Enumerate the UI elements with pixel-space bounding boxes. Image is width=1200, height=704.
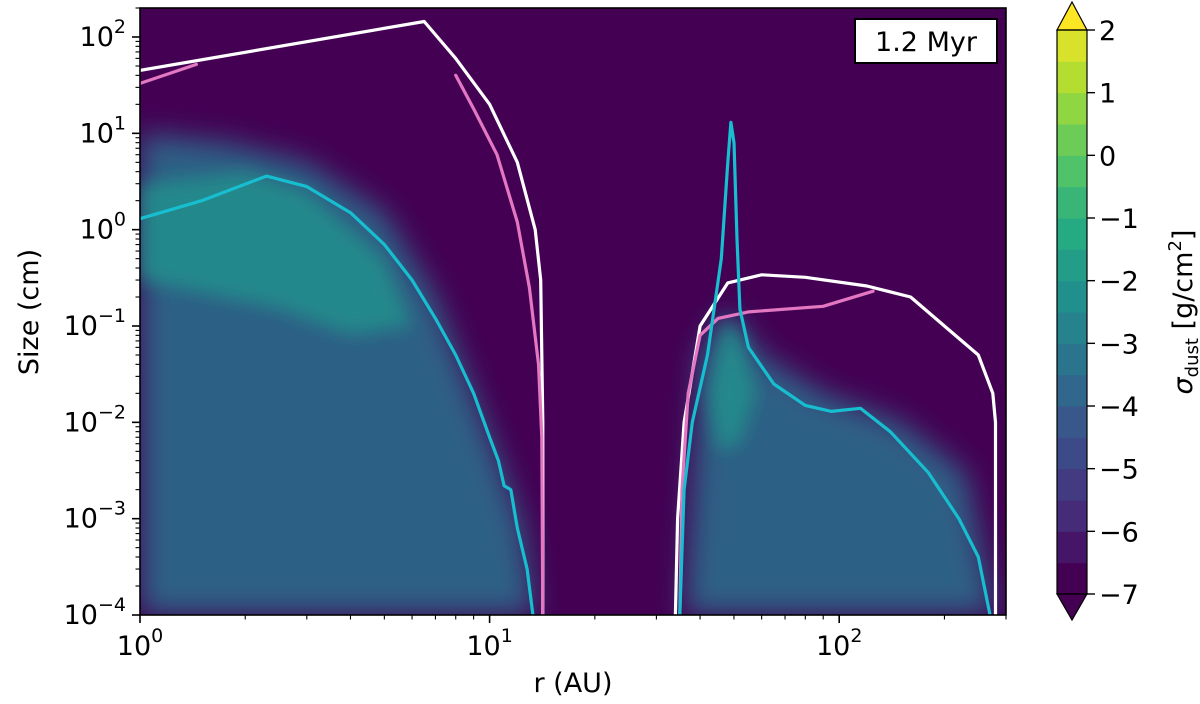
colorbar-segment xyxy=(1057,61,1087,94)
colorbar-label-symbol: σ xyxy=(1168,376,1199,394)
colorbar-tick-label: −7 xyxy=(1099,580,1139,611)
colorbar-extend-max xyxy=(1055,0,1089,31)
time-annotation: 1.2 Myr xyxy=(854,18,998,64)
plot-area xyxy=(139,7,1007,616)
y-axis-label: Size (cm) xyxy=(14,249,45,375)
y-tick-label: 10−3 xyxy=(64,498,126,535)
curve-2 xyxy=(140,62,198,85)
colorbar-tick-label: 1 xyxy=(1099,79,1116,110)
colorbar-segment xyxy=(1057,30,1087,62)
colorbar-tick-label: −6 xyxy=(1099,517,1139,548)
colorbar-label-subscript: dust xyxy=(1182,338,1200,377)
y-tick-label: 10−1 xyxy=(64,305,126,342)
colorbar-ticks: −7 −6 −5 −4 −3 −2 −1 0 1 2 xyxy=(1087,16,1139,611)
colorbar-label-unit: [g/cm xyxy=(1168,252,1199,339)
x-axis-ticks: 100 101 102 xyxy=(117,615,1007,662)
curve-5 xyxy=(140,174,535,615)
curve-3 xyxy=(454,73,545,615)
colorbar-segment xyxy=(1057,312,1087,344)
size-limit-curves xyxy=(140,19,998,615)
colorbar-tick-label: −5 xyxy=(1099,455,1139,486)
time-annotation-text: 1.2 Myr xyxy=(875,27,978,58)
colorbar-segment xyxy=(1057,280,1087,313)
colorbar-tick-label: −1 xyxy=(1099,204,1139,235)
curve-4 xyxy=(678,289,875,615)
colorbar-segment xyxy=(1057,562,1087,595)
y-axis-ticks: 10−4 10−3 10−2 10−1 100 101 102 xyxy=(64,7,140,631)
colorbar-segment xyxy=(1057,406,1087,438)
colorbar-label-unit-close: ] xyxy=(1168,230,1199,241)
y-tick-label: 102 xyxy=(80,16,126,53)
colorbar-extend-min xyxy=(1055,593,1089,622)
colorbar-segment xyxy=(1057,124,1087,156)
colorbar-tick-label: 0 xyxy=(1099,141,1116,172)
colorbar-segment xyxy=(1057,343,1087,376)
colorbar-segment xyxy=(1057,437,1087,470)
colorbar-segment xyxy=(1057,92,1087,125)
colorbar-segment xyxy=(1057,468,1087,501)
colorbar-segments xyxy=(1057,30,1087,595)
colorbar-label-unit-exponent: 2 xyxy=(1165,240,1186,251)
colorbar-segment xyxy=(1057,500,1087,532)
x-tick-label: 100 xyxy=(117,625,163,662)
y-tick-label: 100 xyxy=(80,209,126,246)
colorbar-segment xyxy=(1057,155,1087,188)
density-region-2 xyxy=(684,309,996,615)
density-region-1 xyxy=(140,171,412,336)
dust-density-contours xyxy=(140,133,996,615)
curve-0 xyxy=(140,19,545,615)
x-tick-label: 101 xyxy=(466,625,512,662)
colorbar-label: σdust [g/cm2] xyxy=(1165,230,1200,395)
colorbar-segment xyxy=(1057,186,1087,219)
colorbar-tick-label: 2 xyxy=(1099,16,1116,47)
colorbar-tick-label: −2 xyxy=(1099,267,1139,298)
colorbar-segment xyxy=(1057,531,1087,564)
x-axis-label: r (AU) xyxy=(534,668,613,699)
time-annotation-box xyxy=(854,18,998,64)
colorbar-segment xyxy=(1057,218,1087,250)
y-tick-label: 10−2 xyxy=(64,401,126,438)
colorbar-tick-label: −4 xyxy=(1099,392,1139,423)
x-tick-label: 102 xyxy=(816,625,862,662)
y-tick-label: 101 xyxy=(80,112,126,149)
colorbar-tick-label: −3 xyxy=(1099,329,1139,360)
colorbar-frame xyxy=(1056,29,1088,595)
colorbar-segment xyxy=(1057,249,1087,282)
curve-6 xyxy=(678,120,992,615)
y-tick-label: 10−4 xyxy=(64,594,126,631)
density-region-3 xyxy=(707,318,757,452)
colorbar-segment xyxy=(1057,374,1087,407)
plot-frame xyxy=(139,7,1007,616)
